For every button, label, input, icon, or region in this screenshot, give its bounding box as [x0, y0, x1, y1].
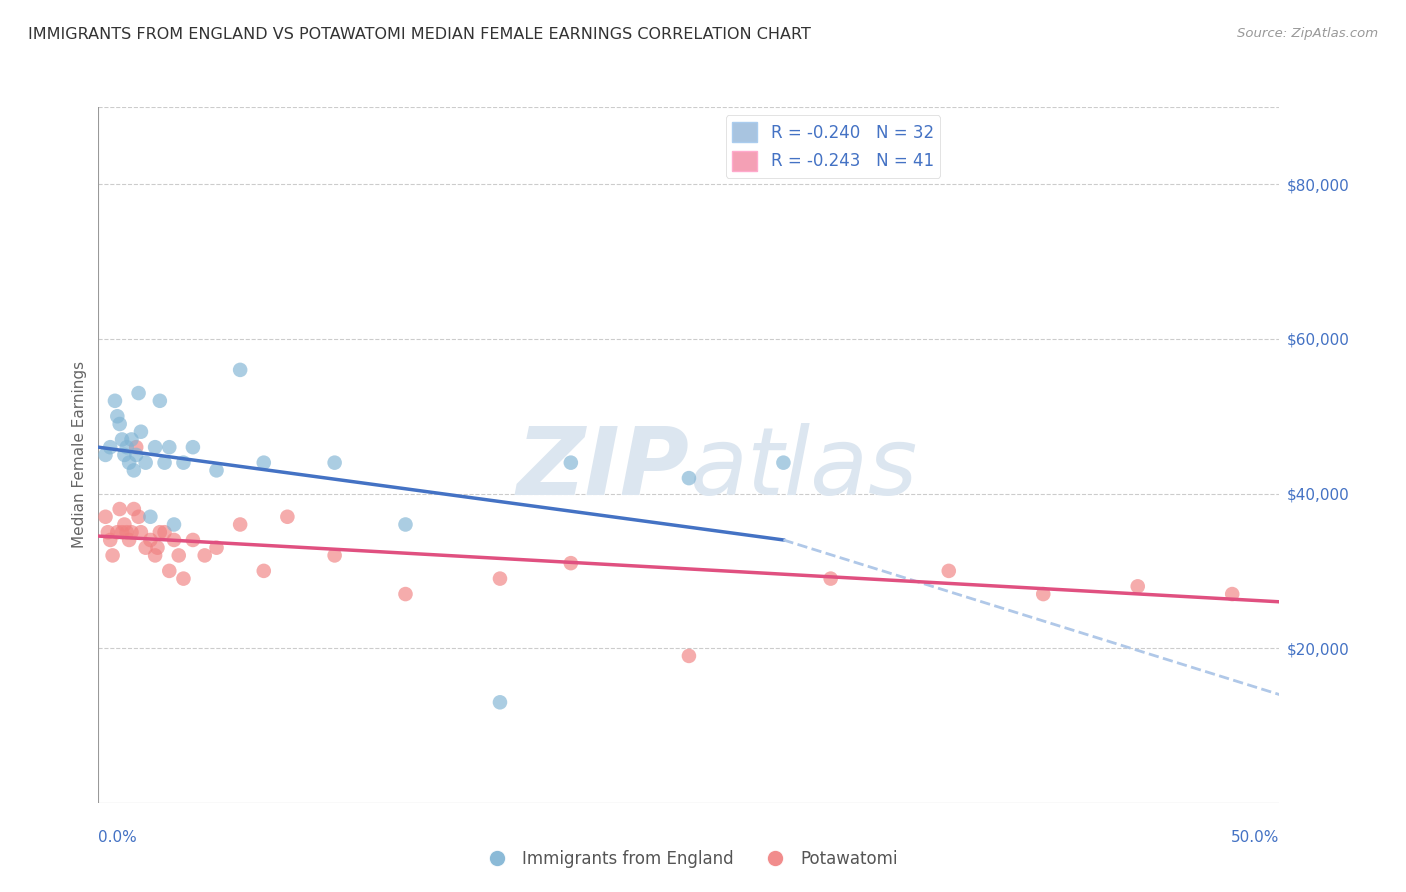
Point	[323, 456, 346, 470]
Point	[112, 448, 135, 462]
Point	[560, 556, 582, 570]
Point	[139, 509, 162, 524]
Point	[820, 572, 842, 586]
Point	[253, 564, 276, 578]
Point	[163, 533, 186, 547]
Text: 0.0%: 0.0%	[98, 830, 138, 845]
Point	[772, 456, 794, 470]
Point	[229, 517, 252, 532]
Point	[394, 587, 416, 601]
Point	[143, 549, 166, 563]
Point	[678, 471, 700, 485]
Point	[194, 549, 217, 563]
Point	[153, 525, 176, 540]
Point	[104, 393, 127, 408]
Point	[394, 517, 416, 532]
Point	[121, 433, 143, 447]
Point	[253, 456, 276, 470]
Point	[205, 541, 228, 555]
Point	[205, 463, 228, 477]
Point	[489, 572, 512, 586]
Point	[125, 448, 148, 462]
Legend: R = -0.240   N = 32, R = -0.243   N = 41: R = -0.240 N = 32, R = -0.243 N = 41	[725, 115, 941, 178]
Point	[128, 509, 150, 524]
Point	[181, 440, 204, 454]
Point	[489, 695, 512, 709]
Point	[323, 549, 346, 563]
Point	[172, 456, 194, 470]
Y-axis label: Median Female Earnings: Median Female Earnings	[72, 361, 87, 549]
Point	[938, 564, 960, 578]
Point	[149, 525, 172, 540]
Point	[167, 549, 190, 563]
Point	[560, 456, 582, 470]
Point	[94, 448, 117, 462]
Point	[139, 533, 162, 547]
Point	[1126, 579, 1149, 593]
Point	[118, 533, 141, 547]
Point	[172, 572, 194, 586]
Point	[108, 502, 131, 516]
Point	[111, 525, 134, 540]
Point	[157, 564, 180, 578]
Point	[1032, 587, 1054, 601]
Text: Source: ZipAtlas.com: Source: ZipAtlas.com	[1237, 27, 1378, 40]
Point	[149, 393, 172, 408]
Text: atlas: atlas	[689, 424, 917, 515]
Point	[153, 456, 176, 470]
Point	[276, 509, 298, 524]
Point	[146, 541, 169, 555]
Point	[229, 363, 252, 377]
Point	[98, 533, 121, 547]
Point	[121, 525, 143, 540]
Point	[118, 456, 141, 470]
Text: IMMIGRANTS FROM ENGLAND VS POTAWATOMI MEDIAN FEMALE EARNINGS CORRELATION CHART: IMMIGRANTS FROM ENGLAND VS POTAWATOMI ME…	[28, 27, 811, 42]
Point	[115, 440, 138, 454]
Point	[105, 525, 128, 540]
Point	[157, 440, 180, 454]
Point	[101, 549, 124, 563]
Text: ZIP: ZIP	[516, 423, 689, 515]
Point	[111, 433, 134, 447]
Point	[122, 463, 145, 477]
Point	[125, 440, 148, 454]
Point	[135, 456, 157, 470]
Point	[108, 417, 131, 431]
Point	[105, 409, 128, 424]
Point	[128, 386, 150, 401]
Point	[122, 502, 145, 516]
Point	[1220, 587, 1243, 601]
Point	[97, 525, 120, 540]
Legend: Immigrants from England, Potawatomi: Immigrants from England, Potawatomi	[474, 844, 904, 875]
Point	[143, 440, 166, 454]
Point	[678, 648, 700, 663]
Point	[115, 525, 138, 540]
Point	[163, 517, 186, 532]
Point	[129, 525, 152, 540]
Point	[98, 440, 121, 454]
Point	[112, 517, 135, 532]
Point	[135, 541, 157, 555]
Point	[129, 425, 152, 439]
Text: 50.0%: 50.0%	[1232, 830, 1279, 845]
Point	[94, 509, 117, 524]
Point	[181, 533, 204, 547]
